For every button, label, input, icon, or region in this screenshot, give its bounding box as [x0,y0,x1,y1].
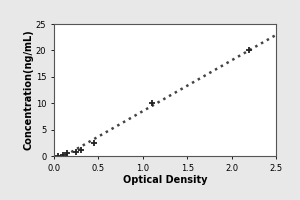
Y-axis label: Concentration(ng/mL): Concentration(ng/mL) [23,30,33,150]
X-axis label: Optical Density: Optical Density [123,175,207,185]
